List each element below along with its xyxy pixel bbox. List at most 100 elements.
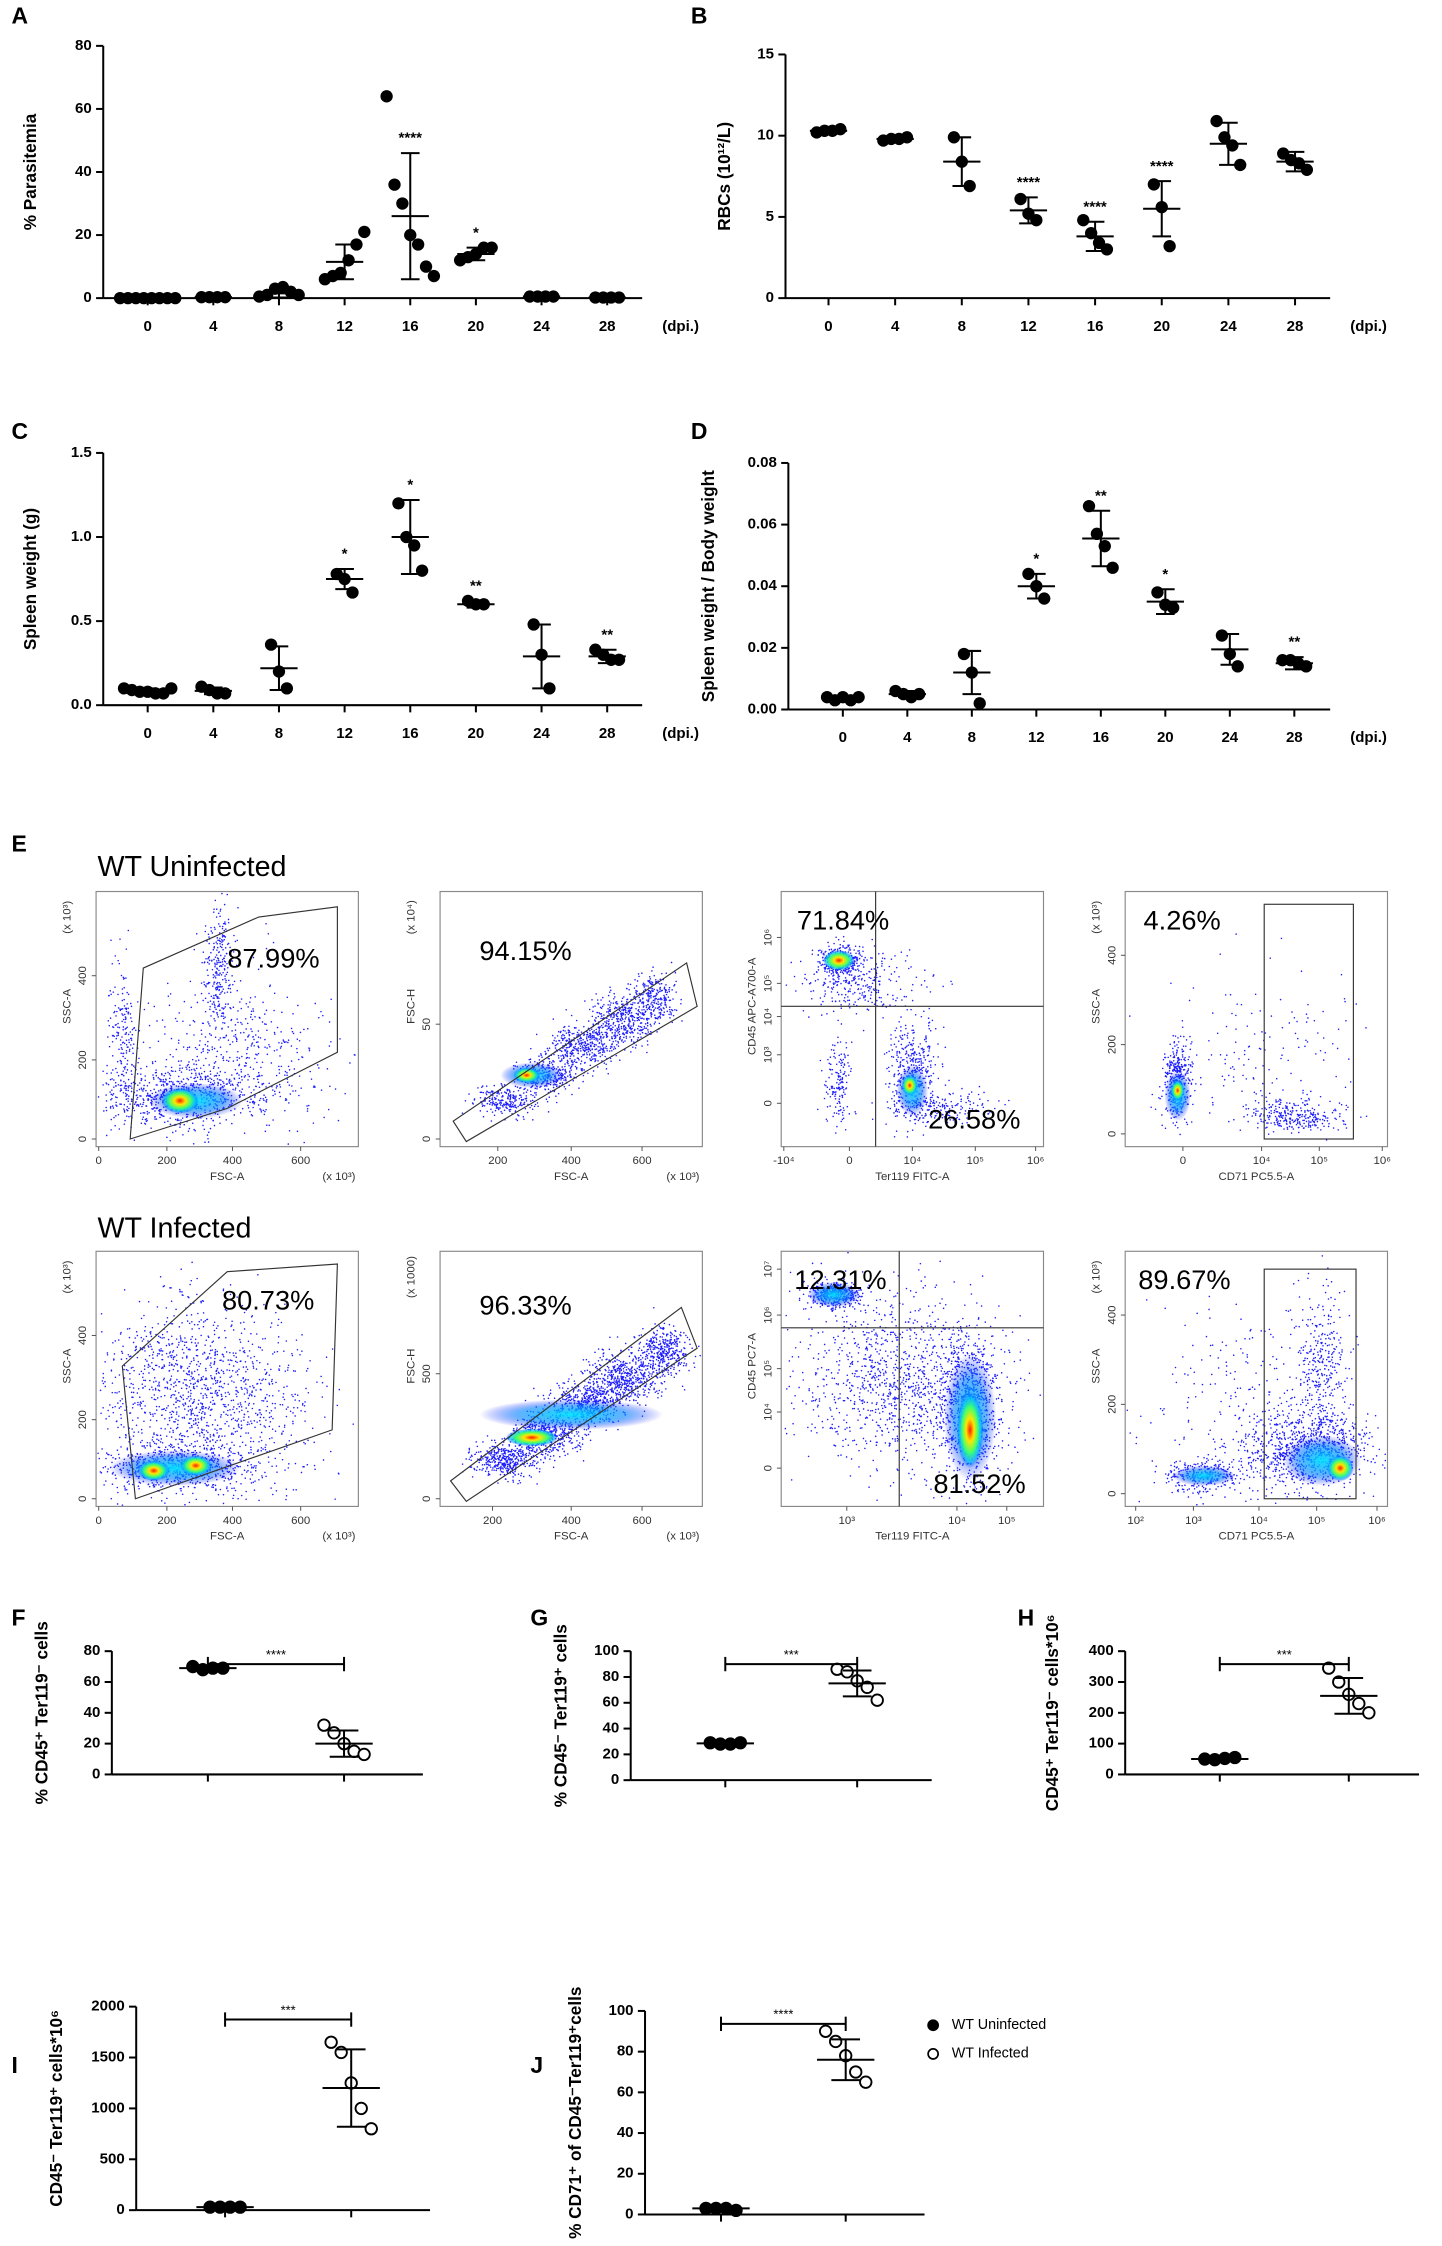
x-tick-label: 16 (1092, 729, 1109, 746)
x-tick-label: 20 (1157, 729, 1174, 746)
y-tick-label: 80 (75, 37, 92, 54)
x-tick-label: 600 (291, 1155, 310, 1167)
y-axis-label: % CD45⁺ Ter119⁻ cells (32, 1621, 52, 1804)
data-point (852, 690, 865, 704)
significance: ** (1288, 634, 1300, 651)
x-tick-label: 400 (223, 1155, 242, 1167)
gate (121, 1263, 338, 1500)
x-tick-label: 28 (599, 725, 616, 742)
panel-letter: E (12, 831, 27, 857)
y-tick-label: 0.00 (748, 700, 777, 717)
data-point (388, 178, 401, 191)
data-point (1151, 586, 1164, 599)
data-point (485, 241, 498, 254)
plot-frame (439, 890, 703, 1148)
y-axis-label: CD45⁻ Ter119⁺ cells*10⁶ (46, 2010, 66, 2207)
plot-frame (1124, 890, 1389, 1148)
x-tick-label: 0 (96, 1155, 102, 1167)
y-tick-label: 0 (77, 1136, 89, 1142)
y-multiplier: (x 10³) (1091, 1260, 1103, 1293)
y-tick-label: 0.5 (71, 612, 92, 629)
row-title: WT Infected (98, 1212, 252, 1244)
gate-percent: 80.73% (222, 1284, 314, 1315)
y-tick-label: 400 (1106, 1306, 1118, 1325)
density-hotspot (180, 1455, 212, 1476)
y-tick-label: 20 (75, 226, 92, 243)
y-tick-label: 20 (617, 2165, 634, 2182)
gate-percent: 12.31% (794, 1264, 886, 1295)
x-tick-label: 10³ (838, 1515, 855, 1527)
x-tick-label: 16 (402, 725, 419, 742)
y-axis-label: SSC-A (61, 1348, 73, 1383)
x-axis-label: CD71 PC5.5-A (1218, 1171, 1294, 1183)
panel-letter: J (530, 2052, 543, 2078)
data-point (165, 682, 178, 695)
x-tick-label: 4 (209, 318, 218, 335)
x-multiplier: (x 10³) (666, 1171, 699, 1183)
density-hotspot (161, 1087, 199, 1114)
y-tick-label: 20 (603, 1745, 620, 1762)
x-tick-label: 12 (336, 725, 353, 742)
x-tick-label: 200 (157, 1155, 176, 1167)
y-tick-label: 1000 (91, 2099, 124, 2116)
x-tick-label: 200 (157, 1515, 176, 1527)
significance: **** (1150, 158, 1174, 175)
y-multiplier: (x 10³) (61, 901, 73, 934)
y-tick-label: 10⁵ (762, 1360, 774, 1378)
x-tick-label: 4 (209, 725, 218, 742)
x-tick-label: 200 (488, 1155, 507, 1167)
x-tick-label: 10⁵ (1308, 1515, 1326, 1527)
data-point (1082, 499, 1096, 513)
data-point (1362, 1706, 1376, 1720)
density-hotspot (1171, 1080, 1185, 1101)
y-tick-label: 200 (1106, 1035, 1118, 1054)
data-point (957, 647, 971, 661)
y-tick-label: 0.06 (748, 516, 777, 533)
data-point (354, 2101, 368, 2116)
y-tick-label: 0 (421, 1136, 433, 1142)
x-tick-label: -10⁴ (773, 1155, 795, 1167)
y-axis-label: SSC-A (1091, 988, 1103, 1023)
data-point (849, 2065, 863, 2079)
panel-letter: C (12, 418, 29, 444)
y-tick-label: 80 (84, 1642, 101, 1659)
x-tick-label: 8 (275, 725, 283, 742)
plot-frame (439, 1250, 703, 1507)
data-point (829, 2034, 843, 2049)
y-axis-label: CD45 APC-A700-A (747, 957, 759, 1055)
y-tick-label: 1.5 (71, 444, 92, 461)
gate-percent: 81.52% (933, 1468, 1025, 1499)
data-point (324, 2035, 338, 2049)
data-point (818, 2024, 833, 2038)
x-tick-label: 10⁴ (1253, 1155, 1271, 1167)
y-axis-label: % Parasitemia (20, 113, 40, 230)
panel-letter: B (691, 2, 708, 28)
y-axis-label: SSC-A (1091, 1348, 1103, 1383)
y-tick-label: 0 (1105, 1765, 1113, 1782)
y-tick-label: 40 (617, 2124, 634, 2141)
data-point (1014, 192, 1027, 206)
legend-marker (927, 2019, 940, 2032)
y-tick-label: 0 (92, 1765, 100, 1782)
x-tick-label: 10⁴ (904, 1155, 922, 1167)
y-tick-label: 10⁶ (762, 928, 774, 946)
density-hotspot (823, 950, 855, 971)
y-tick-label: 1.0 (71, 528, 92, 545)
y-tick-label: 400 (77, 1326, 89, 1345)
y-tick-label: 500 (421, 1364, 433, 1383)
data-point (292, 288, 305, 302)
significance: ** (470, 578, 482, 595)
significance: *** (281, 2002, 296, 2017)
x-axis-label: Ter119 FITC-A (875, 1171, 950, 1183)
y-tick-label: 10⁵ (762, 974, 774, 992)
x-multiplier: (x 10³) (322, 1531, 355, 1543)
y-tick-label: 50 (421, 1018, 433, 1031)
y-tick-label: 0 (116, 2201, 124, 2218)
gate-percent: 96.33% (479, 1290, 571, 1321)
data-point (1100, 243, 1114, 256)
data-point (364, 2122, 378, 2136)
x-tick-label: 12 (1020, 318, 1037, 335)
data-point (973, 697, 986, 710)
